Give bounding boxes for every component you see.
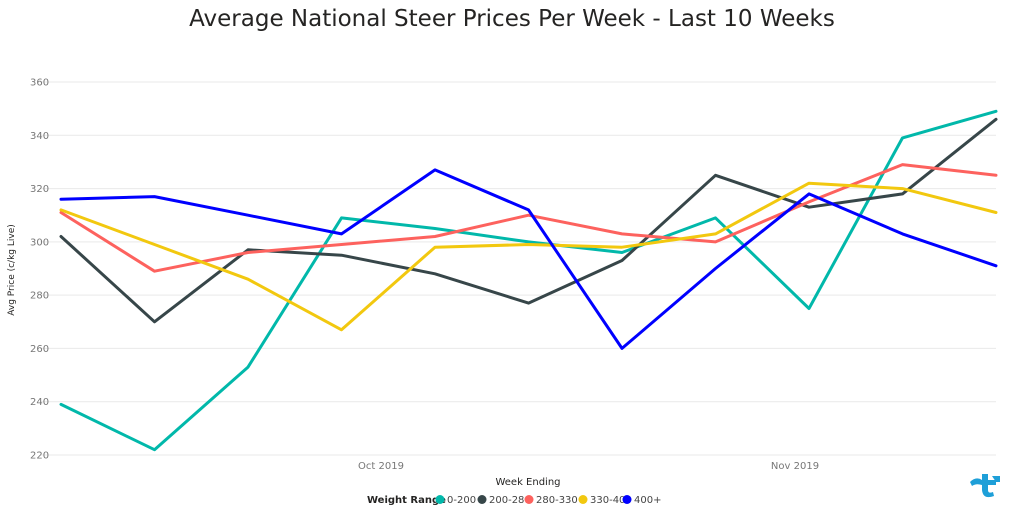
legend-label: 0-200	[447, 495, 476, 506]
legend-item-200-280[interactable]: 200-280	[477, 495, 531, 506]
legend-item-330-400[interactable]: 330-400	[578, 495, 632, 506]
x-tick-label: Nov 2019	[771, 461, 819, 472]
legend-item-0-200[interactable]: 0-200	[435, 495, 477, 506]
y-tick-label: 220	[30, 451, 49, 462]
legend-label: 400+	[634, 495, 661, 506]
brand-logo-icon	[970, 474, 1000, 498]
y-tick-label: 240	[30, 397, 49, 408]
y-tick-label: 280	[30, 291, 49, 302]
y-tick-label: 260	[30, 344, 49, 355]
legend-marker	[622, 495, 632, 504]
legend-marker	[435, 495, 445, 504]
legend-marker	[578, 495, 588, 504]
x-axis-ticks: Oct 2019 Nov 2019	[358, 461, 819, 472]
legend-label: 200-280	[489, 495, 531, 506]
series-line-0-200	[59, 109, 998, 452]
legend[interactable]: Weight Range 0-200 200-280 280-330 330-400 4…	[367, 495, 661, 506]
series-line-400+	[59, 168, 998, 350]
x-tick-label: Oct 2019	[358, 461, 404, 472]
grid-lines	[40, 81, 996, 456]
legend-title: Weight Range	[367, 495, 446, 506]
x-axis-title: Week Ending	[495, 477, 560, 488]
legend-marker	[477, 495, 487, 504]
y-tick-label: 320	[30, 184, 49, 195]
legend-marker	[524, 495, 534, 504]
y-tick-label: 340	[30, 131, 49, 142]
legend-item-280-330[interactable]: 280-330	[524, 495, 578, 506]
y-axis-title: Avg Price (c/kg Live)	[7, 224, 17, 316]
series-lines	[59, 109, 998, 452]
series-line-280-330	[59, 163, 998, 273]
y-tick-label: 360	[30, 78, 49, 89]
series-line-200-280	[59, 117, 998, 324]
y-tick-label: 300	[30, 237, 49, 248]
series-line-330-400	[59, 181, 998, 332]
legend-label: 280-330	[536, 495, 578, 506]
y-axis-ticks: 220 240 260 280 300 320 340 360	[30, 78, 49, 462]
legend-label: 330-400	[590, 495, 632, 506]
chart-title: Average National Steer Prices Per Week -…	[189, 6, 835, 32]
legend-item-400+[interactable]: 400+	[622, 495, 662, 506]
